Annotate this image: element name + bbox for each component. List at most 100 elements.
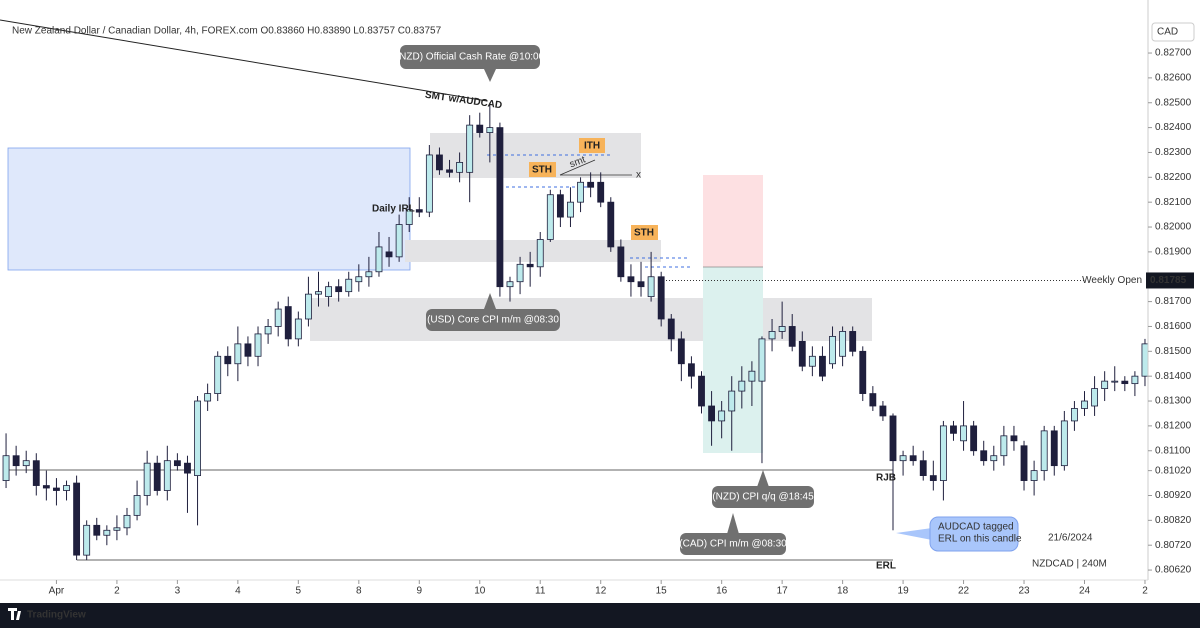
callout [400, 45, 540, 69]
candle-body [607, 201, 615, 248]
callout-pointer [484, 69, 496, 82]
candle-body [405, 209, 413, 225]
candle-body [889, 415, 897, 462]
candles [2, 102, 1149, 561]
candle-body [819, 355, 826, 377]
footer [0, 603, 1200, 628]
candle-body [869, 393, 877, 407]
currency: CAD [1157, 27, 1178, 38]
candle-body [184, 462, 191, 474]
y-tick-label: 0.80920 [1155, 490, 1192, 501]
candle-body [1070, 408, 1078, 422]
candle-body [254, 333, 262, 357]
candle-body [365, 271, 373, 278]
price-axis [1148, 0, 1200, 603]
callout [712, 486, 814, 508]
x-tick-label: 22 [958, 586, 970, 597]
candle-body [657, 276, 665, 320]
candle-body [315, 291, 322, 295]
candle-body [496, 127, 504, 288]
candle-body [294, 318, 302, 340]
candle-body [687, 363, 695, 377]
callout-pointer [484, 293, 496, 309]
x-tick-label: 3 [175, 586, 181, 597]
candle-body [103, 529, 111, 536]
candle-body [778, 326, 786, 332]
annotation: (CAD) CPI m/m @08:30 [679, 539, 787, 550]
y-tick-label: 0.81100 [1155, 445, 1191, 456]
candle-body [224, 355, 232, 365]
candle-body [798, 340, 806, 367]
candle-body [829, 335, 836, 365]
y-tick-label: 0.82300 [1155, 147, 1192, 158]
symbol-label: NZDCAD | 240M [1032, 559, 1107, 570]
daily-irl-zone [7, 147, 411, 271]
x-tick-label: 2 [114, 586, 120, 597]
candle-body [758, 338, 766, 382]
y-tick-label: 0.81900 [1155, 247, 1192, 258]
y-tick-label: 0.81600 [1155, 321, 1192, 332]
callout-pointer [727, 513, 739, 534]
brand: TradingView [27, 610, 86, 621]
annotation: STH [532, 165, 552, 176]
candle-body [567, 201, 574, 218]
candle-body [546, 194, 554, 240]
candle-body [244, 343, 252, 357]
candle-body [436, 154, 443, 171]
y-tick-label: 0.81400 [1155, 371, 1192, 382]
candle-body [536, 239, 544, 268]
candle-body [859, 350, 867, 394]
annotation: ERL [876, 561, 896, 572]
candle-body [960, 425, 967, 442]
candle-body [194, 400, 201, 476]
tag [579, 138, 605, 153]
annotation: x [636, 170, 641, 181]
candle-body [395, 224, 403, 258]
candle-body [12, 455, 20, 467]
stop-zone [703, 175, 763, 267]
annotation: ERL on this candle [938, 534, 1022, 545]
candle-body [808, 355, 816, 367]
date-label: 21/6/2024 [1048, 533, 1093, 544]
candle-body [153, 462, 161, 491]
y-tick-label: 0.82100 [1155, 197, 1192, 208]
candle-body [1101, 380, 1109, 389]
candle-body [1131, 375, 1139, 385]
candle-body [1141, 343, 1149, 377]
price-tag [1146, 272, 1194, 289]
candle-body [22, 460, 30, 467]
candle-body [556, 194, 564, 218]
candle-body [1060, 420, 1068, 467]
candle-body [1010, 435, 1018, 442]
candle-body [728, 390, 736, 412]
candle-body [929, 475, 937, 481]
x-tick-label: 11 [535, 586, 546, 597]
candle-body [919, 460, 927, 476]
candle-body [1000, 435, 1008, 457]
candle-body [456, 161, 464, 173]
annotation: ITH [584, 141, 600, 152]
y-tick-label: 0.80820 [1155, 515, 1192, 526]
x-tick-label: 19 [898, 586, 910, 597]
candle-body [133, 495, 141, 516]
x-tick-label: 24 [1079, 586, 1091, 597]
candle-body [476, 124, 484, 133]
candle-body [143, 462, 151, 496]
x-tick-label: 15 [656, 586, 668, 597]
candle-body [698, 375, 705, 407]
candle-body [1040, 430, 1048, 472]
candle-body [1050, 430, 1058, 467]
y-tick-label: 0.80620 [1155, 565, 1192, 576]
candle-body [849, 331, 857, 352]
y-tick-label: 0.82000 [1155, 222, 1192, 233]
candle-body [264, 326, 272, 335]
y-tick-label: 0.82400 [1155, 122, 1192, 133]
x-tick-label: 4 [235, 586, 241, 597]
candle-body [163, 460, 171, 491]
x-tick-label: 5 [296, 586, 302, 597]
logo [8, 608, 21, 620]
candle-body [939, 425, 947, 481]
candle-body [385, 251, 393, 258]
y-tick-label: 0.81700 [1155, 296, 1192, 307]
